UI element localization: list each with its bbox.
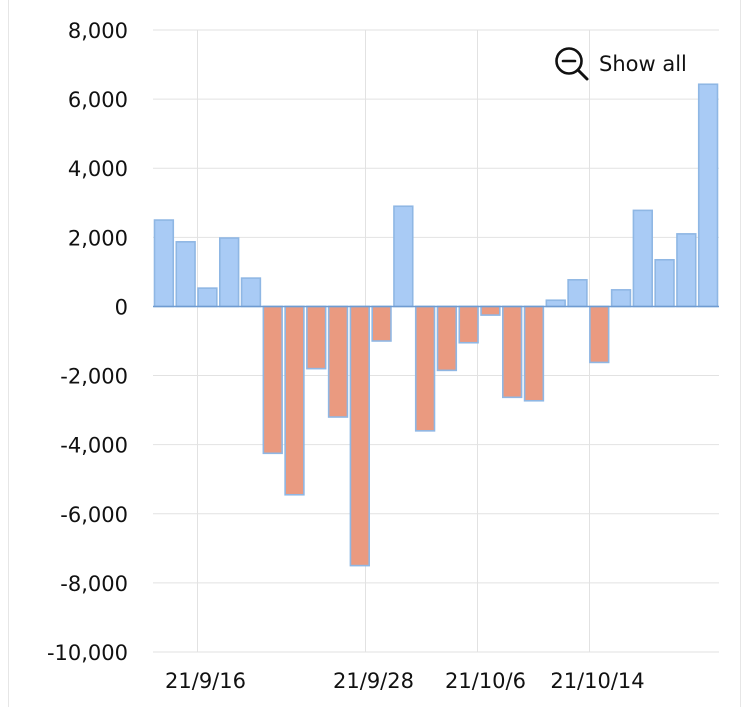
bar: [545, 299, 566, 308]
bar: [610, 289, 632, 308]
bar: [327, 305, 349, 418]
bar: [523, 305, 545, 402]
bar: [240, 277, 262, 308]
bar-series: [153, 83, 719, 567]
y-tick-label: -2,000: [60, 365, 128, 389]
bar: [284, 305, 305, 496]
bar: [589, 305, 610, 364]
bar: [502, 305, 523, 399]
x-tick-label: 21/9/16: [165, 669, 246, 693]
bar: [175, 241, 196, 308]
bar: [371, 305, 392, 342]
bar: [654, 258, 675, 308]
bar: [697, 83, 719, 308]
x-tick-label: 21/10/14: [550, 669, 644, 693]
bar: [306, 305, 327, 370]
y-tick-label: -8,000: [60, 572, 128, 596]
frame-left-border: [8, 0, 9, 707]
y-tick-label: -10,000: [47, 641, 128, 665]
bar: [219, 237, 240, 308]
bar: [393, 205, 414, 308]
x-tick-label: 21/10/6: [445, 669, 526, 693]
show-all-button[interactable]: Show all: [553, 46, 687, 82]
show-all-label: Show all: [599, 52, 687, 76]
y-tick-label: 6,000: [68, 88, 128, 112]
bar: [262, 305, 283, 455]
bar: [197, 287, 218, 308]
y-tick-label: 2,000: [68, 226, 128, 250]
bar: [436, 305, 458, 372]
bar: [632, 209, 653, 308]
y-tick-label: -4,000: [60, 434, 128, 458]
x-axis-tick-labels: 21/9/16 21/9/28 21/10/6 21/10/14: [165, 669, 645, 693]
y-axis-tick-labels: 8,000 6,000 4,000 2,000 0 -2,000 -4,000 -6,000 -…: [47, 19, 128, 665]
frame-right-border: [740, 0, 741, 707]
y-tick-label: -6,000: [60, 503, 128, 527]
y-tick-label: 0: [115, 295, 128, 319]
bar: [153, 219, 175, 308]
bar: [480, 305, 501, 316]
y-tick-label: 4,000: [68, 157, 128, 181]
grid-lines: [153, 29, 719, 653]
bar: [458, 305, 479, 344]
zoom-out-icon: [555, 47, 589, 81]
bar: [567, 279, 588, 308]
bar: [349, 305, 370, 567]
y-tick-label: 8,000: [68, 19, 128, 43]
bar: [676, 233, 697, 308]
x-tick-label: 21/9/28: [333, 669, 414, 693]
bar: [414, 305, 436, 432]
